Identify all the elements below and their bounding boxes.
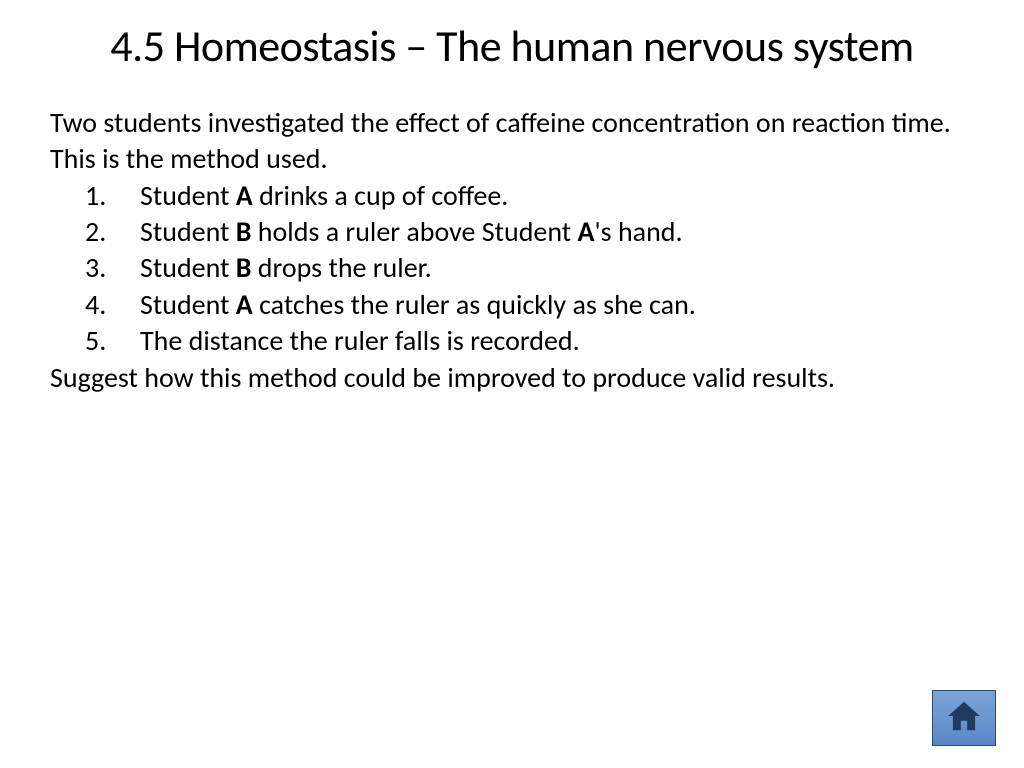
- step-text-post: drinks a cup of coffee.: [253, 178, 509, 213]
- method-step: 1.Student A drinks a cup of coffee.: [50, 178, 974, 214]
- step-bold: A: [236, 178, 253, 213]
- home-icon: [945, 697, 983, 740]
- step-number: 1.: [85, 178, 140, 214]
- step-bold: B: [236, 214, 252, 249]
- step-text-pre: Student: [140, 178, 236, 213]
- step-number: 2.: [85, 214, 140, 250]
- method-steps-list: 1.Student A drinks a cup of coffee. 2.St…: [50, 178, 974, 360]
- method-step: 5.The distance the ruler falls is record…: [50, 323, 974, 359]
- step-text-pre: Student: [140, 214, 236, 249]
- method-intro-text: This is the method used.: [50, 141, 974, 177]
- step-bold: B: [236, 250, 252, 285]
- intro-text: Two students investigated the effect of …: [50, 105, 974, 141]
- step-text-pre: Student: [140, 287, 236, 322]
- step-number: 4.: [85, 287, 140, 323]
- step-text-mid: holds a ruler above Student: [251, 214, 577, 249]
- step-text-post2: 's hand.: [594, 214, 682, 249]
- home-button[interactable]: [932, 690, 996, 746]
- step-text-post: drops the ruler.: [251, 250, 431, 285]
- step-text-post: The distance the ruler falls is recorded…: [140, 323, 580, 358]
- step-bold: A: [236, 287, 253, 322]
- step-text-pre: Student: [140, 250, 236, 285]
- step-text-post: catches the ruler as quickly as she can.: [253, 287, 696, 322]
- method-step: 2.Student B holds a ruler above Student …: [50, 214, 974, 250]
- step-number: 5.: [85, 323, 140, 359]
- method-step: 4.Student A catches the ruler as quickly…: [50, 287, 974, 323]
- step-bold2: A: [578, 214, 595, 249]
- closing-text: Suggest how this method could be improve…: [50, 360, 974, 396]
- body-content: Two students investigated the effect of …: [50, 105, 974, 396]
- slide-title: 4.5 Homeostasis – The human nervous syst…: [50, 20, 974, 73]
- slide-container: 4.5 Homeostasis – The human nervous syst…: [0, 0, 1024, 768]
- method-step: 3.Student B drops the ruler.: [50, 250, 974, 286]
- step-number: 3.: [85, 250, 140, 286]
